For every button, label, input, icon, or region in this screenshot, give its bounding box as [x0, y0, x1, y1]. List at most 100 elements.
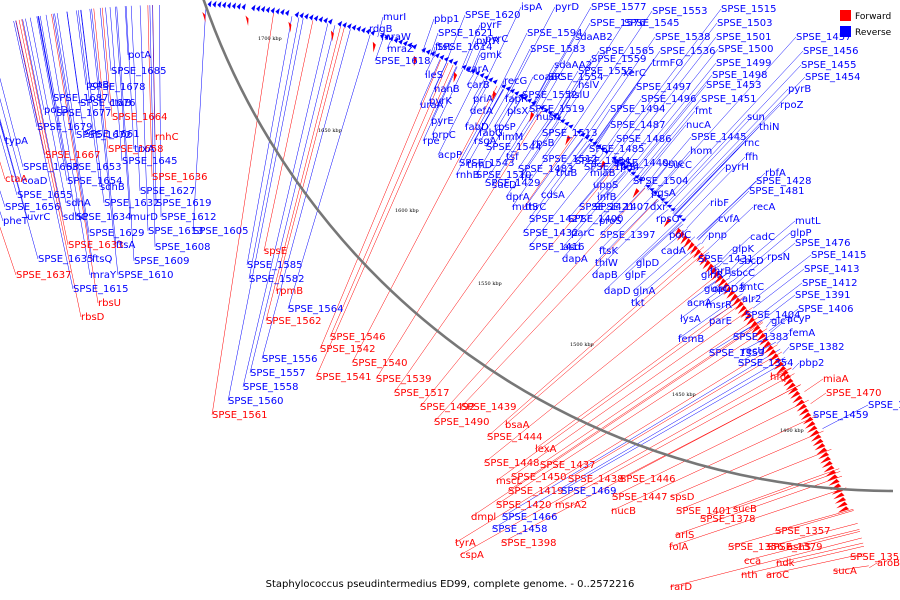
connector-SPSE_1632: [80, 9, 105, 204]
gene-label-rnhC: rnhC: [155, 132, 179, 143]
gene-label-ribF: ribF: [710, 198, 729, 209]
gene-label-rbsD: rbsD: [81, 312, 105, 323]
connector-glcT: [766, 320, 772, 328]
connector-SPSE_1667: [15, 20, 46, 156]
connector-SPSE_1676: [66, 11, 81, 104]
legend: Forward Reverse: [840, 10, 892, 38]
gene-feature: [670, 208, 676, 212]
gene-label-SPSE_1391: SPSE_1391: [795, 290, 851, 301]
gene-label-rbsU: rbsU: [98, 298, 121, 309]
gene-label-ndk: ndk: [776, 558, 795, 569]
gene-label-rbfA: rbfA: [765, 168, 786, 179]
gene-label-rsgA: rsgA: [474, 136, 497, 147]
gene-label-SPSE_1557: SPSE_1557: [250, 368, 306, 379]
gene-feature: [717, 278, 727, 288]
connector-SPSE_1434: [583, 149, 600, 168]
connector-fabD: [464, 81, 490, 128]
connector-SPSE_1466: [501, 348, 781, 518]
gene-label-sdhB: sdhB: [100, 182, 125, 193]
tick-label: 1550 kbp: [478, 281, 502, 287]
gene-label-rpsB: rpsB: [532, 138, 555, 149]
connector-pyrE: [430, 66, 457, 122]
gene-label-dprA: dprA: [506, 192, 530, 203]
gene-feature: [806, 425, 818, 433]
tick-label: 1400 kbp: [780, 428, 804, 434]
gene-feature: [737, 305, 747, 315]
connector-SPSE_1605: [192, 6, 207, 232]
gene-label-SPSE_1397: SPSE_1397: [600, 230, 656, 241]
gene-label-SPSE_1512: SPSE_1512: [542, 154, 598, 165]
gene-label-rpsP: rpsP: [494, 122, 516, 133]
gene-feature: [531, 100, 537, 106]
connector-uraA: [419, 59, 441, 106]
gene-feature: [611, 156, 618, 161]
connector-prpC: [431, 69, 464, 136]
connector-coaBC: [521, 76, 534, 100]
gene-feature: [759, 337, 769, 346]
connector-ispA: [485, 6, 522, 81]
connector-frr: [520, 121, 560, 178]
gene-label-SPSE_1454: SPSE_1454: [805, 72, 861, 83]
gene-feature: [304, 13, 309, 20]
gene-label-fmt: fmt: [695, 106, 712, 117]
gene-feature: [351, 24, 357, 31]
gene-label-sun: sun: [747, 112, 765, 123]
connector-glpD: [635, 221, 682, 264]
connector-nusA: [535, 110, 542, 118]
connector-SPSE_1413: [752, 268, 805, 309]
gene-feature: [413, 55, 417, 67]
gene-feature: [337, 20, 343, 27]
gene-label-fmtC: fmtC: [740, 282, 764, 293]
gene-feature: [723, 286, 732, 295]
gene-feature: [802, 416, 814, 425]
connector-SPSE_1658: [93, 8, 109, 150]
gene-label-recA: recA: [753, 202, 776, 213]
gene-labels: potASPSE_1685potBSPSE_1678SPSE_1687potDS…: [3, 2, 900, 593]
gene-label-coaD: coaD: [22, 176, 48, 187]
connector-SPSE_1539: [375, 110, 542, 380]
gene-feature: [543, 108, 549, 113]
connector-SPSE_1661: [66, 11, 85, 135]
gene-label-thiN: thiN: [759, 122, 780, 133]
connector-potB: [76, 10, 87, 86]
gene-label-cvfA: cvfA: [718, 214, 740, 225]
connector-SPSE_1445: [646, 136, 692, 190]
gene-label-rimM: rimM: [498, 132, 523, 143]
gene-label-asnS: asnS: [787, 542, 811, 553]
gene-label-SPSE_1546: SPSE_1546: [330, 332, 386, 343]
connector-SPSE_1677: [37, 16, 57, 114]
gene-label-SPSE_1555: SPSE_1555: [578, 66, 634, 77]
gene-label-defA: defA: [470, 106, 493, 117]
connector-ribF: [686, 202, 711, 229]
connector-pyrC: [470, 38, 486, 73]
gene-label-coaBC: coaBC: [533, 72, 564, 83]
gene-feature: [689, 245, 698, 255]
gene-label-SPSE_1448: SPSE_1448: [484, 458, 540, 469]
gene-label-ispA: ispA: [521, 2, 542, 13]
gene-label-SPSE_1458: SPSE_1458: [492, 524, 548, 535]
connector-SPSE_1485: [588, 145, 594, 150]
gene-feature: [328, 18, 333, 25]
connector-SPSE_1612: [159, 5, 162, 218]
gene-feature: [505, 86, 511, 92]
gene-label-SPSE_1540: SPSE_1540: [352, 358, 408, 369]
connector-uvrC: [0, 118, 28, 218]
gene-label-SPSE_1619: SPSE_1619: [156, 198, 212, 209]
gene-feature: [294, 11, 300, 18]
connector-cspA: [459, 367, 792, 556]
gene-feature: [833, 492, 845, 500]
gene-label-SPSE_1487: SPSE_1487: [610, 120, 666, 131]
gene-feature: [659, 198, 666, 202]
gene-feature: [309, 14, 314, 21]
gene-label-folA: folA: [669, 542, 688, 553]
gene-label-dapD: dapD: [604, 286, 631, 297]
gene-label-SPSE_1496: SPSE_1496: [641, 94, 697, 105]
gene-label-thrB: thrB: [710, 266, 731, 277]
gene-label-SPSE_1459: SPSE_1459: [813, 410, 869, 421]
gene-feature: [389, 35, 394, 42]
gene-label-SPSE_1517: SPSE_1517: [394, 388, 450, 399]
gene-label-SPSE_1446: SPSE_1446: [620, 474, 676, 485]
connector-SPSE_1490: [433, 187, 646, 423]
gene-label-murI: murI: [383, 12, 406, 23]
gene-feature: [280, 8, 285, 16]
